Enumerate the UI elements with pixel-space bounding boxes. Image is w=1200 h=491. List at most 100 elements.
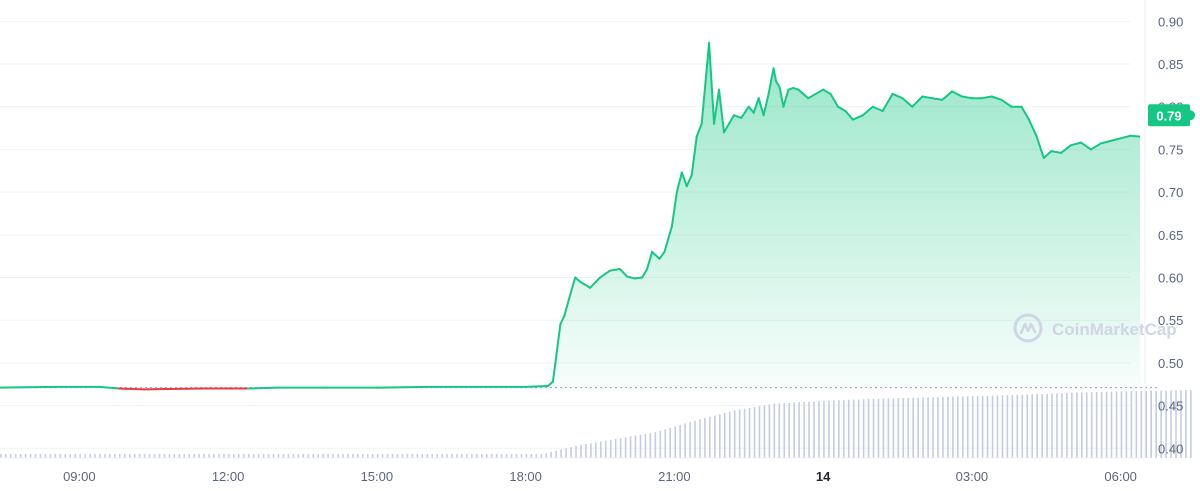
volume-bar bbox=[347, 454, 349, 458]
volume-bar bbox=[287, 454, 290, 458]
volume-bar bbox=[1046, 393, 1048, 458]
volume-bar bbox=[679, 424, 681, 458]
volume-bar bbox=[813, 401, 815, 458]
volume-bar bbox=[238, 454, 240, 458]
price-line-segment bbox=[1160, 132, 1170, 134]
volume-bar bbox=[396, 454, 399, 458]
volume-bar bbox=[862, 399, 865, 458]
volume-bar bbox=[639, 434, 642, 458]
volume-bar bbox=[242, 454, 245, 458]
volume-bar bbox=[723, 412, 726, 458]
volume-bar bbox=[282, 454, 285, 458]
price-line-segment bbox=[921, 95, 934, 100]
volume-bar bbox=[575, 445, 577, 458]
volume-bar bbox=[595, 442, 597, 458]
price-line-segment bbox=[569, 276, 577, 296]
volume-bar bbox=[952, 396, 954, 458]
volume-bar bbox=[823, 400, 825, 458]
price-line-segment bbox=[757, 97, 765, 117]
volume-bar bbox=[783, 403, 786, 458]
volume-bar bbox=[758, 406, 761, 458]
volume-bar bbox=[441, 454, 443, 458]
price-line-segment bbox=[646, 250, 654, 270]
price-line-segment bbox=[829, 92, 840, 108]
volume-bar bbox=[981, 395, 984, 458]
watermark-text: CoinMarketCap bbox=[1052, 320, 1177, 339]
price-line-segment bbox=[1089, 142, 1102, 151]
volume-bar bbox=[555, 450, 557, 458]
price-line-segment bbox=[1020, 105, 1030, 121]
price-line-segment bbox=[797, 88, 805, 95]
volume-bar bbox=[872, 398, 875, 458]
price-line-segment bbox=[658, 250, 666, 260]
volume-bar bbox=[1175, 390, 1177, 458]
volume-bar bbox=[366, 454, 369, 458]
volume-bar bbox=[213, 454, 215, 458]
price-line-segment bbox=[663, 225, 673, 253]
volume-bar bbox=[4, 454, 7, 458]
volume-bar bbox=[153, 454, 156, 458]
y-tick-label: 0.55 bbox=[1158, 313, 1183, 328]
volume-bar bbox=[922, 397, 924, 458]
price-line-segment bbox=[713, 88, 721, 125]
volume-bar bbox=[525, 454, 528, 458]
volume-bar bbox=[580, 444, 582, 458]
price-line-segment bbox=[563, 293, 572, 317]
volume-bar bbox=[84, 454, 86, 458]
y-tick-label: 0.75 bbox=[1158, 142, 1183, 157]
volume-bar bbox=[317, 454, 319, 458]
volume-bar bbox=[79, 454, 81, 458]
price-line-segment bbox=[1027, 118, 1038, 137]
volume-bar bbox=[728, 411, 731, 458]
price-line-segment bbox=[1000, 98, 1013, 108]
price-line-segment bbox=[837, 105, 847, 113]
volume-bar bbox=[292, 454, 295, 458]
coinmarketcap-logo-icon bbox=[1013, 313, 1043, 343]
price-line-segment bbox=[1079, 141, 1092, 151]
volume-bar bbox=[510, 454, 513, 458]
current-price-label: 0.79 bbox=[1156, 108, 1181, 123]
volume-bar bbox=[778, 403, 781, 458]
volume-bar bbox=[644, 433, 647, 458]
volume-bar bbox=[1026, 394, 1029, 458]
volume-bar bbox=[456, 454, 458, 458]
volume-bar bbox=[490, 454, 493, 458]
price-line-segment bbox=[680, 171, 688, 188]
volume-bar bbox=[188, 454, 191, 458]
x-tick-label: 03:00 bbox=[956, 469, 989, 484]
price-line-segment bbox=[881, 92, 894, 113]
volume-bar bbox=[376, 454, 379, 458]
volume-bar bbox=[1160, 390, 1162, 458]
price-line-segment bbox=[951, 90, 963, 98]
volume-bar bbox=[699, 419, 701, 458]
x-tick-label: 12:00 bbox=[212, 469, 245, 484]
volume-bar bbox=[991, 395, 994, 458]
price-area bbox=[0, 42, 1140, 388]
volume-bar bbox=[342, 454, 344, 458]
price-line-segment bbox=[980, 95, 993, 100]
price-line-segment bbox=[375, 385, 428, 389]
volume-bar bbox=[917, 397, 919, 458]
price-line-segment bbox=[1050, 150, 1063, 154]
volume-bar bbox=[416, 454, 419, 458]
volume-bar bbox=[619, 438, 622, 458]
volume-bar bbox=[1051, 393, 1053, 458]
volume-bar bbox=[128, 454, 131, 458]
volume-bar bbox=[34, 454, 37, 458]
volume-bar bbox=[585, 444, 587, 458]
price-line-segment bbox=[1150, 132, 1160, 134]
price-line-segment bbox=[814, 88, 825, 95]
price-line-segment bbox=[782, 88, 790, 108]
volume-bar bbox=[485, 454, 488, 458]
volume-bar bbox=[937, 397, 939, 458]
price-line-segment bbox=[559, 314, 566, 326]
volume-bar bbox=[312, 454, 314, 458]
price-line-segment bbox=[690, 135, 698, 177]
price-line-segment bbox=[1035, 134, 1045, 159]
volume-bar bbox=[1016, 394, 1019, 458]
volume-bar bbox=[143, 454, 146, 458]
volume-bar bbox=[793, 402, 795, 458]
volume-bar bbox=[609, 439, 612, 458]
volume-bar bbox=[877, 398, 880, 458]
